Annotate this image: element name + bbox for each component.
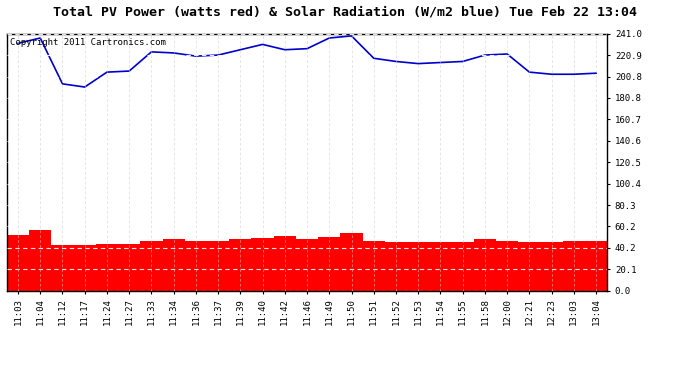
Bar <box>540 242 563 291</box>
Bar <box>51 245 74 291</box>
Bar <box>429 242 451 291</box>
Bar <box>563 240 585 291</box>
Bar <box>363 240 385 291</box>
Bar <box>29 230 51 291</box>
Bar <box>163 240 185 291</box>
Bar <box>318 237 340 291</box>
Bar <box>385 242 407 291</box>
Bar <box>407 242 429 291</box>
Bar <box>185 240 207 291</box>
Bar <box>474 240 496 291</box>
Bar <box>451 242 474 291</box>
Text: Total PV Power (watts red) & Solar Radiation (W/m2 blue) Tue Feb 22 13:04: Total PV Power (watts red) & Solar Radia… <box>53 6 637 19</box>
Bar <box>7 235 29 291</box>
Bar <box>274 236 296 291</box>
Bar <box>296 240 318 291</box>
Bar <box>118 244 140 291</box>
Bar <box>207 240 229 291</box>
Bar <box>585 240 607 291</box>
Bar <box>251 238 274 291</box>
Bar <box>96 244 118 291</box>
Text: Copyright 2011 Cartronics.com: Copyright 2011 Cartronics.com <box>10 38 166 46</box>
Bar <box>340 233 363 291</box>
Bar <box>229 240 251 291</box>
Bar <box>496 240 518 291</box>
Bar <box>518 242 540 291</box>
Bar <box>74 245 96 291</box>
Bar <box>140 240 163 291</box>
